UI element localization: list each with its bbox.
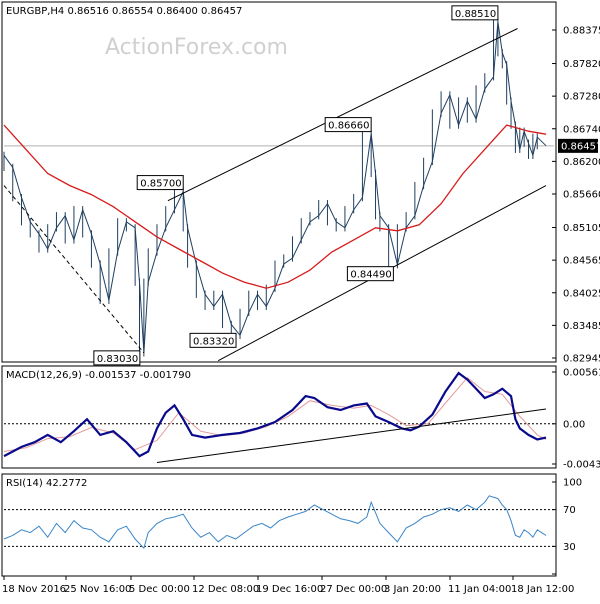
macd-line — [3, 371, 547, 458]
x-tick-label: 18 Jan 12:00 — [511, 584, 574, 595]
price-y-label: 0.88375 — [563, 26, 600, 37]
x-tick-label: 3 Jan 20:00 — [384, 584, 441, 595]
x-tick-label: 25 Nov 16:00 — [64, 584, 131, 595]
macd-title: MACD(12,26,9) -0.001537 -0.001790 — [6, 370, 191, 381]
price-line — [3, 21, 547, 353]
macd-trendline — [156, 408, 547, 464]
symbol-header: EURGBP,H4 0.86516 0.86554 0.86400 0.8645… — [6, 6, 242, 17]
rsi-y-label: 100 — [563, 478, 582, 489]
macd-y-label: 0.005616 — [563, 368, 600, 379]
price-y-label: 0.85105 — [563, 223, 600, 234]
rsi-panel-frame — [1, 473, 557, 577]
x-tick-label: 5 Dec 00:00 — [129, 584, 190, 595]
x-tick-label: 12 Dec 08:00 — [192, 584, 259, 595]
price-annotation-box — [346, 266, 394, 282]
rsi-title: RSI(14) 42.2772 — [6, 478, 87, 489]
x-tick-label: 19 Dec 16:00 — [256, 584, 323, 595]
price-annotation-box — [189, 332, 237, 348]
macd-signal-line — [3, 377, 547, 452]
macd-y-label: -0.004359 — [563, 460, 600, 471]
price-annotation-box — [451, 5, 499, 21]
current-price-box — [558, 138, 598, 153]
price-annotation-box — [93, 350, 141, 366]
price-y-label: 0.82945 — [563, 354, 600, 365]
channel-upper-line — [167, 28, 518, 202]
price-annotation-label: 0.84490 — [350, 270, 391, 281]
price-annotation-label: 0.83030 — [97, 354, 138, 365]
price-annotation-label: 0.86660 — [328, 121, 369, 132]
x-tick-label: 27 Dec 00:00 — [320, 584, 387, 595]
price-annotation-label: 0.83320 — [193, 336, 234, 347]
dashed-trendline — [3, 185, 145, 354]
price-annotation-box — [324, 117, 372, 133]
current-price-label: 0.86457 — [561, 141, 600, 152]
rsi-y-label: 70 — [563, 505, 576, 516]
price-y-label: 0.84025 — [563, 288, 600, 299]
price-y-label: 0.84565 — [563, 256, 600, 267]
rsi-line — [3, 495, 547, 550]
macd-y-label: 0.00 — [563, 419, 585, 430]
price-annotation-label: 0.85700 — [140, 179, 181, 190]
price-panel-frame — [1, 1, 557, 363]
rsi-y-label: 30 — [563, 542, 576, 553]
sma-line — [3, 124, 547, 289]
x-tick-label: 18 Nov 2016 — [2, 584, 66, 595]
price-annotation-box — [136, 175, 184, 191]
watermark: ActionForex.com — [105, 35, 288, 60]
x-tick-label: 11 Jan 04:00 — [448, 584, 511, 595]
price-y-label: 0.83485 — [563, 321, 600, 332]
price-annotation-label: 0.88510 — [455, 9, 496, 20]
macd-panel-frame — [1, 365, 557, 469]
